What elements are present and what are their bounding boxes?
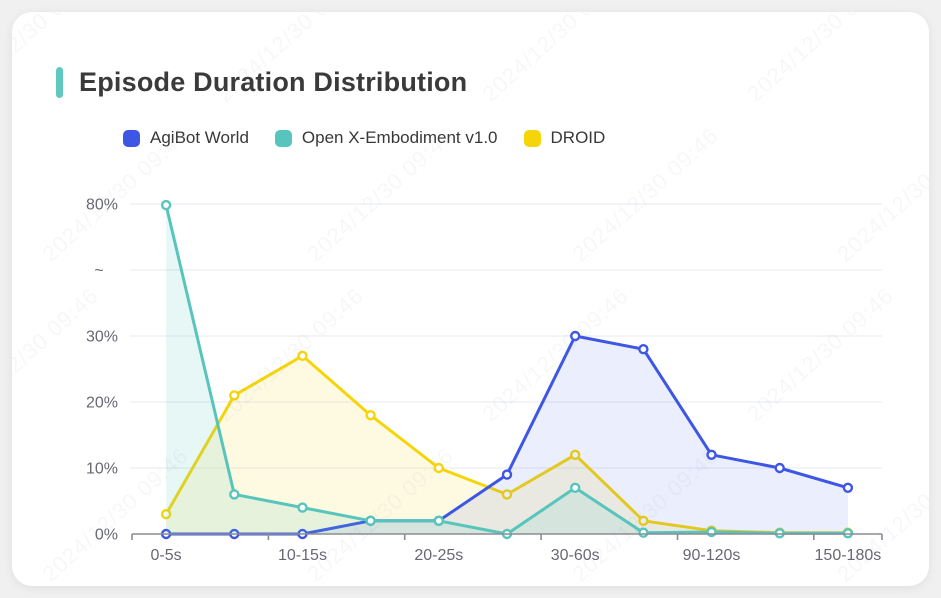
series-marker-droid [638, 515, 649, 526]
title-row: Episode Duration Distribution [56, 67, 467, 98]
series-marker-open-x-embodiment-v1-0 [638, 527, 649, 538]
series-marker-droid [570, 449, 581, 460]
title-accent-bar [56, 67, 63, 98]
series-marker-open-x-embodiment-v1-0 [433, 515, 444, 526]
legend-swatch-icon [274, 129, 292, 147]
series-marker-agibot-world [774, 462, 785, 474]
series-marker-agibot-world [842, 482, 854, 493]
legend-swatch-icon [523, 129, 541, 147]
series-marker-droid [365, 410, 376, 421]
series-marker-open-x-embodiment-v1-0 [160, 199, 172, 211]
legend-item-droid[interactable]: DROID [523, 128, 606, 148]
y-axis-tick-label: ~ [94, 263, 103, 280]
y-axis-tick-label: 0% [95, 527, 118, 544]
x-axis-tick-label: 90-120s [683, 547, 741, 564]
series-marker-agibot-world [638, 344, 649, 355]
series-marker-droid [229, 390, 240, 401]
chart-legend: AgiBot World Open X-Embodiment v1.0 DROID [123, 128, 605, 148]
series-marker-droid [433, 462, 444, 474]
legend-swatch-icon [123, 129, 140, 147]
y-axis-tick-label: 10% [86, 461, 118, 478]
series-marker-droid [160, 509, 172, 520]
x-axis-tick-label: 20-25s [414, 547, 463, 564]
legend-label: AgiBot World [150, 128, 249, 147]
series-marker-agibot-world [706, 449, 717, 460]
series-area-open-x-embodiment-v1-0 [166, 205, 848, 534]
series-marker-droid [501, 489, 513, 500]
x-axis-tick-label: 0-5s [151, 547, 182, 564]
series-marker-open-x-embodiment-v1-0 [229, 489, 240, 500]
series-marker-open-x-embodiment-v1-0 [570, 482, 581, 493]
legend-label: Open X-Embodiment v1.0 [301, 128, 498, 147]
y-axis-tick-label: 30% [86, 329, 118, 346]
page-title: Episode Duration Distribution [79, 67, 468, 97]
series-marker-open-x-embodiment-v1-0 [297, 502, 308, 513]
series-marker-droid [297, 350, 308, 361]
y-axis-tick-label: 80% [86, 197, 118, 214]
series-marker-agibot-world [501, 469, 513, 480]
x-axis-tick-label: 10-15s [278, 547, 327, 564]
legend-item-open-x-embodiment-v1-0[interactable]: Open X-Embodiment v1.0 [274, 128, 498, 148]
legend-item-agibot-world[interactable]: AgiBot World [123, 128, 249, 148]
series-marker-agibot-world [570, 330, 581, 342]
x-axis-tick-label: 150-180s [815, 547, 882, 564]
series-marker-open-x-embodiment-v1-0 [365, 515, 376, 526]
y-axis-tick-label: 20% [86, 395, 118, 412]
series-area-agibot-world [166, 336, 848, 534]
line-chart-plot[interactable]: 0% 10% 20% 30% ~80% 0-5s 10-15s 20-25s 30-60s 90-… [12, 12, 929, 586]
x-axis-tick-label: 30-60s [551, 547, 600, 564]
series-area-droid [166, 355, 848, 534]
legend-label: DROID [550, 128, 606, 147]
